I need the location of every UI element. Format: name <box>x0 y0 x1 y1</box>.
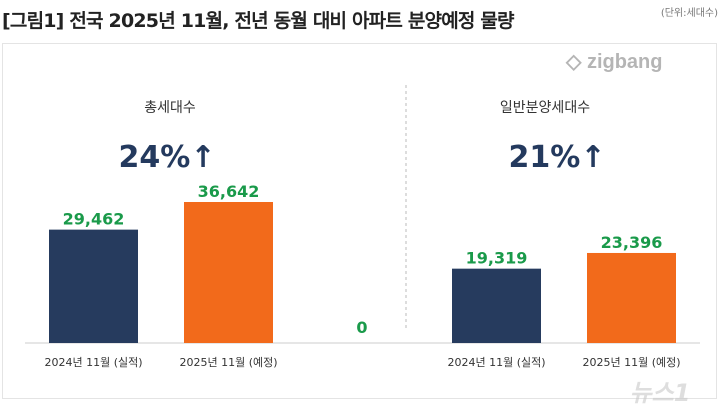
value-label: 19,319 <box>466 249 528 268</box>
figure-title: [그림1] 전국 2025년 11월, 전년 동월 대비 아파트 분양예정 물량 <box>2 10 515 32</box>
change-general: 21%↑ <box>508 140 606 175</box>
bar-1-0 <box>452 268 541 343</box>
category-label: 2025년 11월 (예정) <box>179 356 277 369</box>
category-label: 2024년 11월 (실적) <box>447 356 545 369</box>
zero-label: 0 <box>356 318 367 337</box>
group-title-general: 일반분양세대수 <box>499 100 591 116</box>
change-total: 24%↑ <box>118 140 216 175</box>
value-label: 29,462 <box>63 210 125 229</box>
logo-text: zigbang <box>586 51 663 73</box>
value-label: 23,396 <box>601 233 663 252</box>
bar-1-1 <box>587 252 676 343</box>
bar-0-1 <box>184 202 273 343</box>
news1-watermark: 뉴스1 <box>630 379 691 405</box>
value-label: 36,642 <box>198 182 260 201</box>
unit-label: (단위:세대수) <box>660 8 718 19</box>
category-label: 2024년 11월 (실적) <box>44 356 142 369</box>
zigbang-logo: ◇ zigbang <box>566 51 663 73</box>
category-label: 2025년 11월 (예정) <box>582 356 680 369</box>
group-title-total: 총세대수 <box>144 100 196 116</box>
bar-0-0 <box>49 229 138 343</box>
